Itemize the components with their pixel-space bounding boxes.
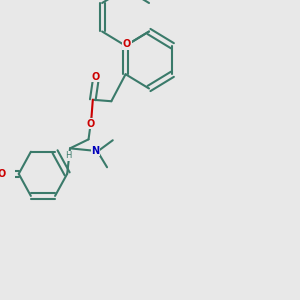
Text: O: O <box>87 119 95 129</box>
Text: O: O <box>0 169 6 179</box>
Text: H: H <box>65 151 72 160</box>
Text: O: O <box>123 39 131 49</box>
Text: N: N <box>92 146 100 156</box>
Text: O: O <box>92 72 100 82</box>
